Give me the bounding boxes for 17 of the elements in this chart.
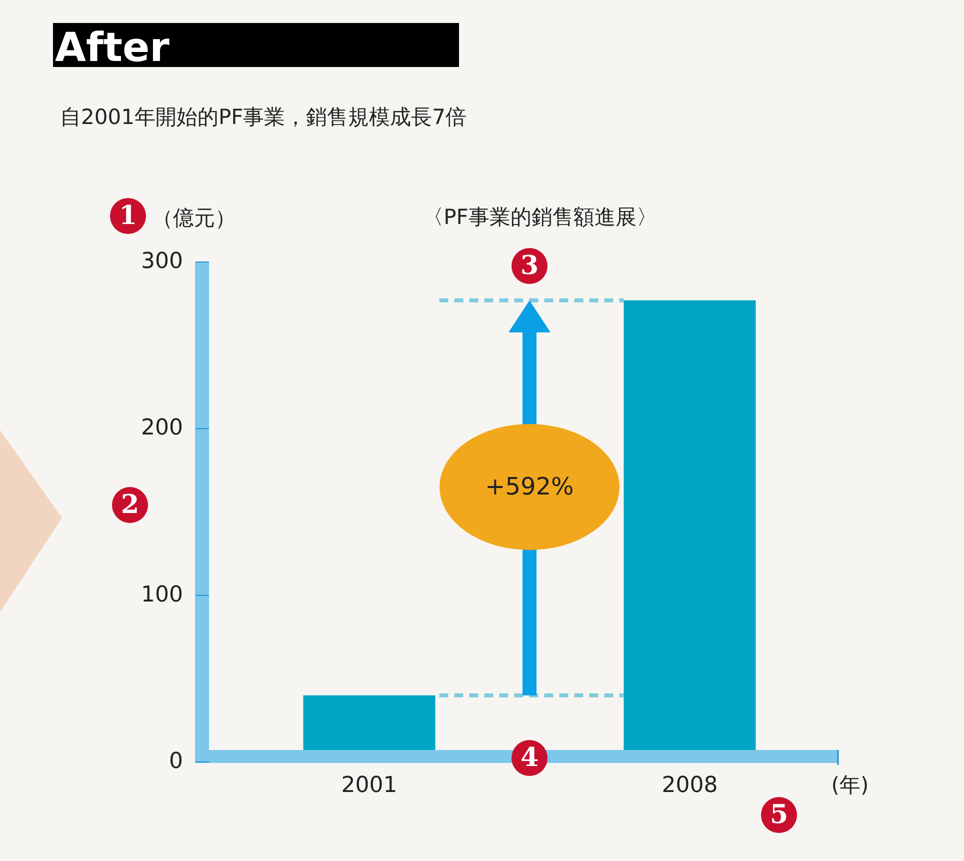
annotation: 4: [520, 742, 539, 773]
text: 〈PF事業的銷售額進展〉: [422, 205, 658, 229]
text: 2: [120, 490, 140, 520]
y-tick-label: 100: [141, 582, 183, 608]
text: 5: [770, 800, 788, 830]
annotation: 3: [520, 250, 539, 281]
y-axis-title: （億元）: [152, 206, 236, 230]
y-tick-label: 300: [141, 249, 183, 274]
x-axis-title: (年): [831, 773, 869, 797]
y-tick-label: 200: [141, 416, 183, 441]
annotation: +592%: [485, 472, 574, 501]
x-tick-label: 2001: [341, 773, 398, 798]
text: 1: [118, 200, 138, 231]
y-tick-label: 0: [169, 749, 183, 774]
chart-subtitle: 自2001年開始的PF事業，銷售規模成長7倍: [60, 105, 467, 129]
chart-title: After: [55, 25, 170, 71]
x-tick-label: 2008: [662, 773, 718, 798]
